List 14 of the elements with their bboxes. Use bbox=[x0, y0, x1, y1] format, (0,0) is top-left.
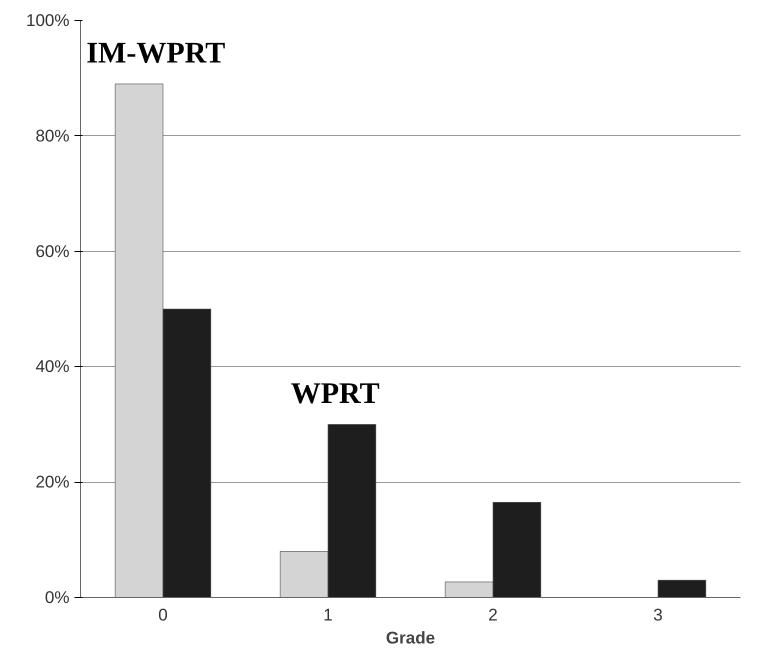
x-tick-label: 0 bbox=[158, 606, 168, 624]
y-tick-label: 100% bbox=[26, 11, 70, 30]
x-tick-label: 2 bbox=[488, 606, 498, 624]
y-tick-label: 40% bbox=[35, 357, 70, 376]
x-tick-label: 3 bbox=[653, 606, 663, 624]
y-tick-label: 60% bbox=[35, 242, 70, 261]
x-axis-title: Grade bbox=[386, 628, 436, 648]
annotation: IM-WPRT bbox=[86, 36, 226, 70]
x-tick-label: 1 bbox=[323, 606, 333, 624]
y-tick-label: 80% bbox=[35, 126, 70, 146]
y-tick-label: 20% bbox=[35, 472, 70, 492]
y-tick-label: 0% bbox=[44, 588, 70, 607]
annotation: WPRT bbox=[290, 376, 380, 410]
bar bbox=[658, 580, 706, 598]
